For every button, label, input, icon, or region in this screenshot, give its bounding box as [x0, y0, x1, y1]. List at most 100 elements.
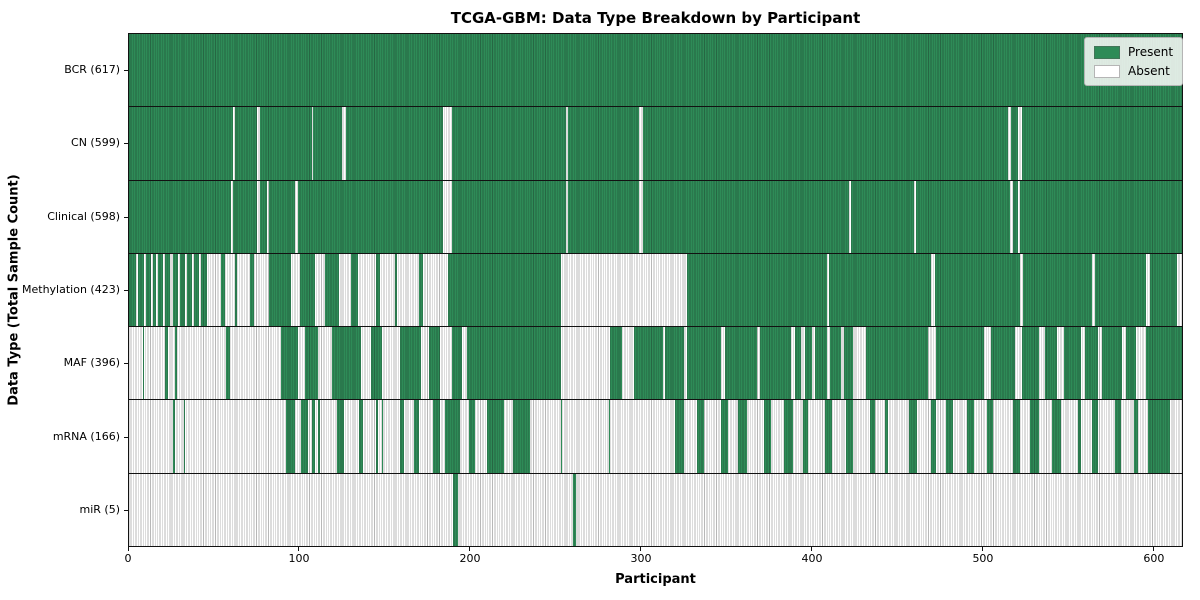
matrix-segment-absent [135, 253, 138, 327]
matrix-segment-absent [1018, 180, 1020, 253]
y-tick-mark [124, 69, 128, 71]
legend-item-present: Present [1094, 45, 1173, 59]
matrix-segment-present [697, 400, 705, 473]
matrix-segment-present [137, 253, 145, 327]
matrix-segment-absent [874, 400, 886, 473]
x-tick-label: 0 [124, 552, 132, 565]
matrix-segment-present [784, 400, 793, 473]
matrix-segment-absent [185, 253, 188, 327]
matrix-segment-present [325, 253, 339, 327]
matrix-segment-absent [192, 253, 194, 327]
matrix-segment-absent [129, 473, 454, 546]
matrix-segment-present [1021, 327, 1039, 400]
matrix-segment-present [724, 327, 758, 400]
matrix-segment-present [453, 473, 459, 546]
matrix-segment-absent [403, 400, 414, 473]
plot-area [128, 33, 1183, 547]
matrix-segment-present [987, 400, 993, 473]
matrix-segment-present [572, 473, 577, 546]
matrix-segment-absent [827, 253, 829, 327]
matrix-segment-absent [151, 253, 153, 327]
matrix-segment-present [1019, 180, 1182, 253]
matrix-segment-present [1147, 400, 1171, 473]
matrix-segment-present [1115, 400, 1121, 473]
matrix-segment-present [221, 253, 225, 327]
matrix-segment-present [200, 253, 208, 327]
matrix-segment-present [260, 180, 268, 253]
matrix-segment-absent [315, 400, 319, 473]
matrix-segment-absent [443, 107, 452, 180]
matrix-segment-absent [663, 327, 665, 400]
matrix-segment-present [1052, 400, 1061, 473]
matrix-segment-present [487, 400, 505, 473]
matrix-segment-present [1030, 400, 1039, 473]
chart-title: TCGA-GBM: Data Type Breakdown by Partici… [450, 9, 861, 27]
matrix-segment-absent [917, 400, 932, 473]
matrix-segment-absent [439, 327, 452, 400]
matrix-segment-absent [439, 400, 445, 473]
matrix-segment-present [180, 253, 186, 327]
y-tick-label: MAF (396) [63, 356, 120, 370]
matrix-segment-absent [576, 473, 1182, 546]
matrix-segment-present [1134, 400, 1138, 473]
matrix-segment-absent [338, 253, 351, 327]
matrix-segment-absent [565, 180, 568, 253]
matrix-segment-present [794, 327, 802, 400]
matrix-segment-present [444, 400, 461, 473]
matrix-segment-absent [728, 400, 739, 473]
matrix-segment-present [1094, 253, 1147, 327]
matrix-row-Clinical [129, 180, 1182, 254]
matrix-segment-present [1149, 253, 1177, 327]
matrix-segment-absent [320, 400, 338, 473]
matrix-segment-present [468, 400, 476, 473]
matrix-row-mRNA [129, 400, 1182, 474]
matrix-segment-present [850, 180, 915, 253]
x-tick-label: 300 [630, 552, 652, 565]
matrix-segment-absent [175, 400, 184, 473]
matrix-segment-absent [291, 253, 300, 327]
x-tick-mark [298, 547, 300, 551]
matrix-segment-absent [461, 327, 467, 400]
legend-label-present: Present [1128, 45, 1174, 59]
matrix-segment-present [1013, 180, 1019, 253]
matrix-segment-absent [420, 327, 430, 400]
matrix-segment-absent [792, 400, 804, 473]
matrix-segment-present [129, 34, 1182, 107]
matrix-segment-absent [253, 253, 269, 327]
matrix-segment-present [304, 327, 319, 400]
matrix-segment-absent [1018, 107, 1022, 180]
matrix-segment-absent [704, 400, 722, 473]
matrix-segment-absent [721, 327, 725, 400]
matrix-segment-absent [1007, 107, 1012, 180]
x-tick-mark [1153, 547, 1155, 551]
matrix-segment-present [642, 107, 1008, 180]
matrix-segment-present [400, 327, 421, 400]
matrix-segment-absent [852, 327, 867, 400]
matrix-segment-absent [832, 400, 846, 473]
matrix-segment-present [866, 327, 928, 400]
matrix-segment-absent [256, 107, 261, 180]
matrix-row-BCR [129, 34, 1182, 108]
matrix-segment-present [233, 180, 257, 253]
matrix-segment-present [268, 180, 295, 253]
matrix-segment-present [567, 107, 640, 180]
x-tick-mark [982, 547, 984, 551]
matrix-segment-present [332, 327, 362, 400]
matrix-segment-absent [1091, 253, 1095, 327]
matrix-segment-present [451, 107, 566, 180]
matrix-segment-absent [1038, 327, 1046, 400]
matrix-segment-present [419, 253, 423, 327]
x-tick-mark [640, 547, 642, 551]
matrix-segment-present [301, 400, 309, 473]
x-axis-label: Participant [615, 572, 696, 587]
matrix-segment-absent [530, 400, 561, 473]
matrix-segment-present [451, 327, 462, 400]
matrix-segment-absent [381, 327, 401, 400]
matrix-segment-absent [198, 253, 201, 327]
matrix-segment-absent [297, 327, 305, 400]
matrix-segment-absent [267, 180, 269, 253]
matrix-segment-present [804, 327, 812, 400]
matrix-segment-present [908, 400, 918, 473]
matrix-segment-absent [565, 107, 568, 180]
